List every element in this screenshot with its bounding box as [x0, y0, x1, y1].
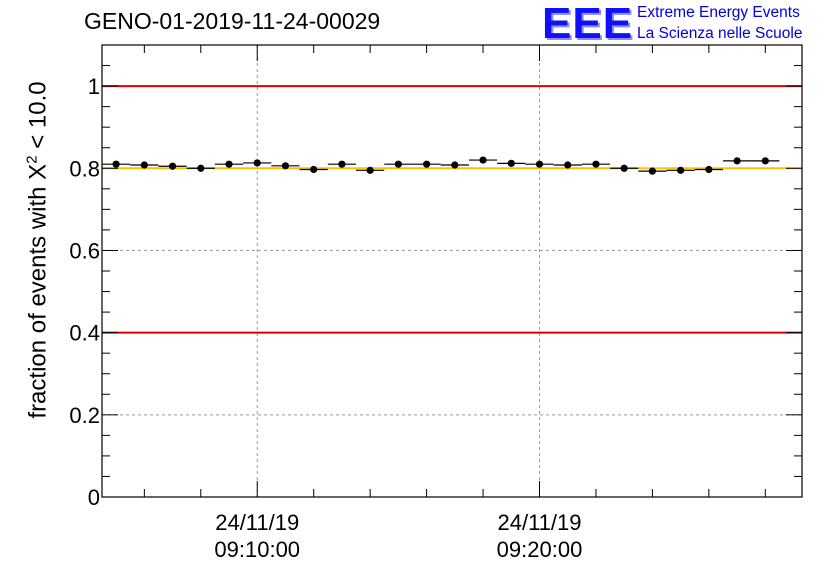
- x-tick-label-date: 24/11/19: [497, 510, 581, 535]
- data-point: [507, 159, 515, 167]
- data-point: [564, 161, 572, 169]
- data-point: [422, 160, 431, 168]
- data-point: [705, 165, 713, 174]
- y-tick-label: 1: [88, 74, 100, 99]
- data-point: [592, 160, 600, 168]
- data-point: [479, 156, 487, 164]
- data-point: [733, 157, 741, 165]
- eee-logo-mark: EEE: [542, 0, 634, 48]
- data-point: [112, 160, 120, 168]
- data-point: [140, 161, 148, 169]
- data-point: [761, 157, 769, 165]
- logo-line-1: Extreme Energy Events: [637, 4, 800, 21]
- y-tick-label: 0.2: [69, 403, 100, 428]
- data-point: [197, 164, 205, 172]
- data-point: [253, 159, 261, 167]
- data-point: [535, 160, 544, 168]
- y-tick-label: 0.4: [69, 321, 100, 346]
- y-tick-label: 0.8: [69, 156, 100, 181]
- data-point: [677, 166, 685, 174]
- data-point: [451, 161, 459, 169]
- x-tick-label-time: 09:20:00: [497, 537, 583, 562]
- chart-title: GENO-01-2019-11-24-00029: [84, 8, 381, 34]
- x-tick-label-date: 24/11/19: [215, 510, 299, 535]
- data-point: [366, 166, 374, 174]
- plot-frame: [101, 44, 803, 498]
- data-point: [310, 165, 318, 174]
- data-point: [281, 162, 290, 170]
- data-point: [620, 164, 628, 172]
- logo-line-2: La Scienza nelle Scuole: [637, 25, 803, 42]
- data-point: [168, 162, 177, 170]
- x-tick-label-time: 09:10:00: [214, 537, 300, 562]
- y-tick-label: 0.6: [69, 238, 100, 263]
- data-point: [394, 160, 402, 168]
- data-point: [225, 160, 233, 168]
- y-tick-label: 0: [88, 485, 100, 510]
- data-point: [338, 160, 346, 168]
- data-point: [648, 167, 657, 175]
